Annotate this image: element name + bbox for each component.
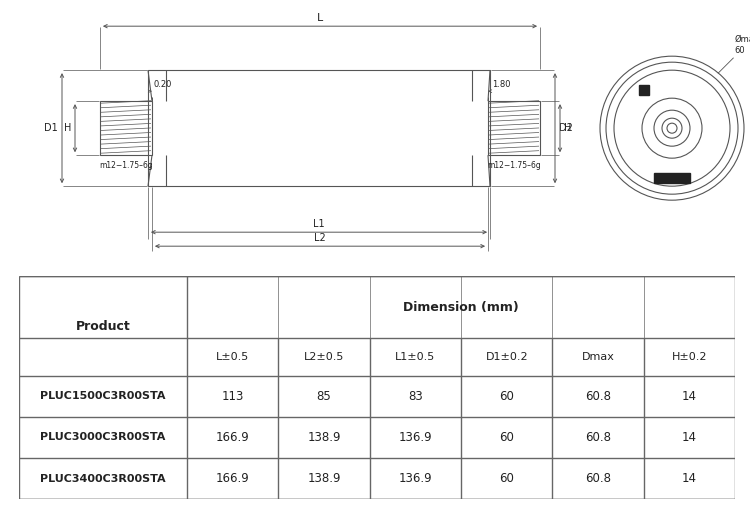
Text: Ømax
60: Ømax 60 [734, 35, 750, 55]
Text: PLUC3400C3R00STA: PLUC3400C3R00STA [40, 474, 166, 484]
Text: 138.9: 138.9 [308, 472, 340, 485]
Text: m12−1.75–6g: m12−1.75–6g [488, 161, 541, 170]
Text: PLUC3000C3R00STA: PLUC3000C3R00STA [40, 433, 166, 442]
Text: Dimension (mm): Dimension (mm) [404, 301, 519, 314]
Text: 85: 85 [316, 390, 332, 403]
Text: L1: L1 [314, 219, 325, 229]
Text: 136.9: 136.9 [398, 431, 432, 444]
Text: L±0.5: L±0.5 [216, 352, 249, 361]
Text: 60: 60 [500, 472, 514, 485]
Text: L: L [316, 13, 323, 23]
Text: 1.80: 1.80 [492, 80, 511, 89]
Bar [639, 85, 649, 95]
Bar [488, 101, 540, 155]
Text: 113: 113 [221, 390, 244, 403]
Bar [100, 101, 152, 155]
Text: PLUC1500C3R00STA: PLUC1500C3R00STA [40, 391, 166, 401]
Text: 166.9: 166.9 [216, 431, 250, 444]
Text: L2: L2 [314, 233, 326, 243]
Text: D2: D2 [559, 123, 573, 133]
Text: 60.8: 60.8 [585, 431, 611, 444]
Text: 60.8: 60.8 [585, 472, 611, 485]
Text: H: H [64, 123, 71, 133]
Text: 60: 60 [500, 390, 514, 403]
Text: D1: D1 [44, 123, 58, 133]
Text: 14: 14 [682, 472, 697, 485]
Text: 60.8: 60.8 [585, 390, 611, 403]
Text: 0.20: 0.20 [154, 80, 173, 89]
Text: 83: 83 [408, 390, 423, 403]
Text: 60: 60 [500, 431, 514, 444]
Bar [148, 70, 490, 186]
Text: L2±0.5: L2±0.5 [304, 352, 344, 361]
Text: H±0.2: H±0.2 [671, 352, 707, 361]
Text: H: H [564, 123, 572, 133]
Text: Dmax: Dmax [581, 352, 614, 361]
Text: 166.9: 166.9 [216, 472, 250, 485]
Text: 14: 14 [682, 390, 697, 403]
Bar [654, 173, 690, 183]
Text: 14: 14 [682, 431, 697, 444]
Text: m12−1.75–6g: m12−1.75–6g [99, 161, 153, 170]
Text: L1±0.5: L1±0.5 [395, 352, 436, 361]
Text: 138.9: 138.9 [308, 431, 340, 444]
Text: 136.9: 136.9 [398, 472, 432, 485]
Text: D1±0.2: D1±0.2 [485, 352, 528, 361]
Text: Product: Product [76, 319, 130, 332]
